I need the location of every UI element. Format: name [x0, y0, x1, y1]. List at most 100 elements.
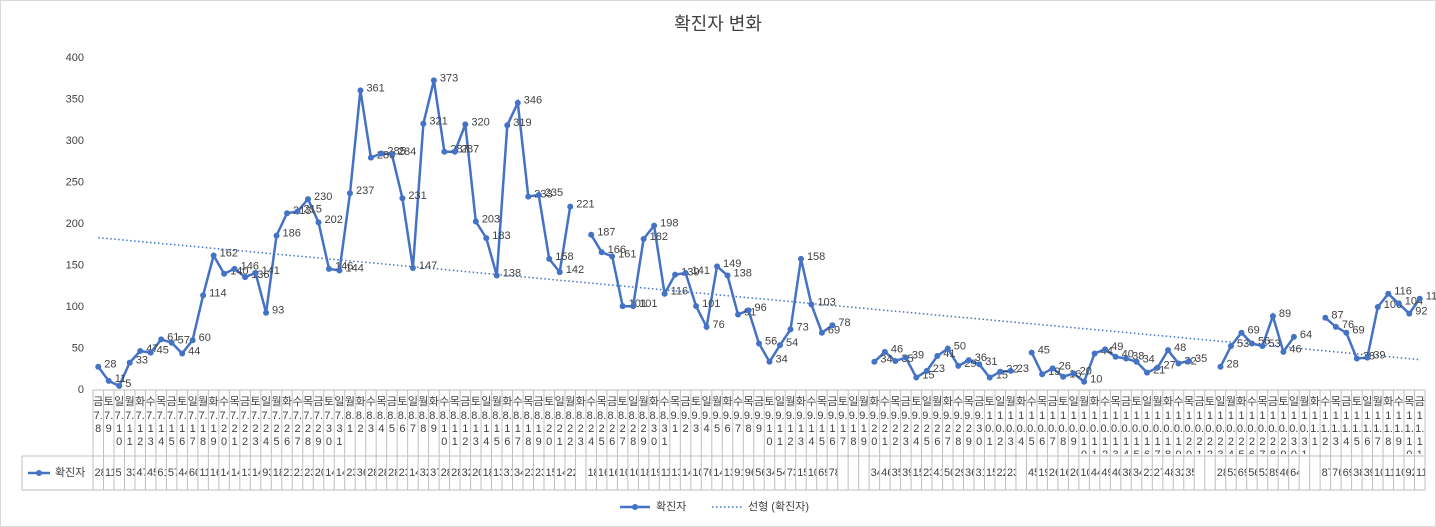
weekday-label: 일 — [628, 394, 638, 408]
table-value: 78 — [829, 467, 841, 479]
data-label: 60 — [199, 332, 211, 344]
table-value: 33 — [126, 467, 138, 479]
x-tick-label: 10.12 — [1100, 410, 1110, 454]
data-point — [1112, 353, 1119, 360]
table-value: 38 — [1122, 467, 1134, 479]
data-label: 161 — [618, 248, 636, 260]
weekday-label: 목 — [376, 395, 386, 408]
x-tick-label: 8.29 — [639, 410, 649, 448]
x-tick-label: 10.7 — [1048, 410, 1058, 448]
weekday-label: 수 — [1320, 395, 1330, 408]
table-value: 39 — [1364, 467, 1376, 479]
x-tick-label: 8.11 — [450, 410, 460, 448]
data-point — [472, 218, 479, 225]
x-tick-label: 8.4 — [376, 410, 386, 435]
x-tick-label: 9.12 — [785, 410, 796, 448]
data-point — [315, 219, 322, 226]
data-point — [493, 272, 500, 279]
data-point — [504, 122, 511, 129]
weekday-label: 토 — [251, 396, 261, 408]
data-label: 101 — [702, 298, 720, 310]
table-value: 49 — [1101, 467, 1113, 479]
table-value: 36 — [965, 467, 977, 479]
data-point — [965, 357, 972, 364]
data-label: 36 — [975, 352, 987, 364]
data-label: 183 — [492, 230, 510, 242]
x-tick-label: 8.14 — [481, 410, 491, 448]
data-label: 141 — [692, 265, 710, 277]
x-tick-label: 11.1 — [1310, 410, 1320, 448]
data-point — [305, 196, 312, 203]
data-point — [1238, 329, 1245, 336]
data-label: 49 — [1111, 341, 1123, 353]
data-label: 182 — [650, 231, 668, 243]
table-value: 45 — [1028, 467, 1040, 479]
x-tick-label: 10.17 — [1152, 410, 1163, 454]
weekday-label: 화 — [649, 395, 659, 408]
x-tick-label: 10.27 — [1257, 410, 1268, 454]
table-value: 182 — [640, 467, 658, 479]
weekday-label: 월 — [1226, 395, 1236, 408]
data-label: 56 — [765, 335, 777, 347]
data-label: 33 — [136, 355, 148, 367]
x-tick-label: 7.30 — [324, 410, 334, 448]
data-point — [126, 359, 133, 366]
table-value: 57 — [168, 467, 180, 479]
x-tick-label: 10.13 — [1110, 410, 1121, 454]
data-point — [955, 362, 962, 369]
data-point — [441, 148, 448, 155]
data-point — [273, 232, 280, 239]
data-point — [1091, 350, 1098, 357]
table-value: 56 — [755, 467, 767, 479]
data-point — [1343, 329, 1350, 336]
x-tick-label: 10.21 — [1194, 410, 1205, 454]
data-label: 149 — [723, 258, 741, 270]
weekday-label: 수 — [1173, 395, 1183, 408]
data-point — [1259, 343, 1266, 350]
data-point — [682, 269, 689, 276]
data-label: 44 — [188, 345, 200, 357]
x-tick-label: 9.15 — [817, 410, 827, 448]
table-row-header: 확진자 — [55, 466, 85, 479]
weekday-label: 목 — [1037, 395, 1047, 408]
data-point — [1290, 333, 1297, 340]
x-tick-label: 8.3 — [366, 410, 376, 435]
weekday-label: 월 — [1152, 395, 1162, 408]
weekday-label: 수 — [219, 395, 229, 408]
weekday-label: 금 — [1341, 396, 1351, 408]
data-point — [745, 307, 752, 314]
weekday-label: 토 — [985, 396, 995, 408]
x-tick-label: 9.29 — [964, 410, 974, 448]
weekday-label: 토 — [104, 396, 114, 408]
x-tick-label: 8.10 — [439, 410, 449, 448]
weekday-label: 화 — [1310, 395, 1320, 408]
table-value: 69 — [1343, 467, 1355, 479]
weekday-label: 수 — [1394, 395, 1404, 408]
data-point — [1102, 346, 1109, 353]
x-tick-label: 9.25 — [922, 410, 932, 448]
x-tick-label: 11.4 — [1341, 410, 1351, 448]
x-tick-label: 7.8 — [93, 410, 103, 435]
table-value: 23 — [1007, 467, 1019, 479]
data-label: 31 — [985, 356, 997, 368]
weekday-label: 화 — [209, 395, 219, 408]
x-tick-label: 8.5 — [387, 410, 397, 435]
weekday-label: 토 — [1205, 396, 1215, 408]
x-tick-label: 9.22 — [890, 410, 900, 448]
x-tick-label: 8.25 — [597, 410, 607, 448]
weekday-label: 월 — [345, 395, 355, 408]
table-value: 287 — [441, 467, 459, 479]
data-label: 78 — [838, 317, 850, 329]
x-tick-label: 10.18 — [1163, 410, 1173, 454]
weekday-label: 토 — [1352, 396, 1362, 408]
weekday-label: 금 — [313, 396, 323, 408]
weekday-label: 토 — [838, 396, 848, 408]
data-point — [231, 265, 238, 272]
data-point — [1049, 365, 1056, 372]
table-value: 158 — [545, 467, 563, 479]
data-label: 187 — [597, 227, 615, 239]
data-line — [97, 80, 1421, 388]
weekday-label: 화 — [1236, 395, 1246, 408]
x-tick-label: 9.8 — [743, 410, 754, 435]
data-label: 64 — [1300, 329, 1312, 341]
